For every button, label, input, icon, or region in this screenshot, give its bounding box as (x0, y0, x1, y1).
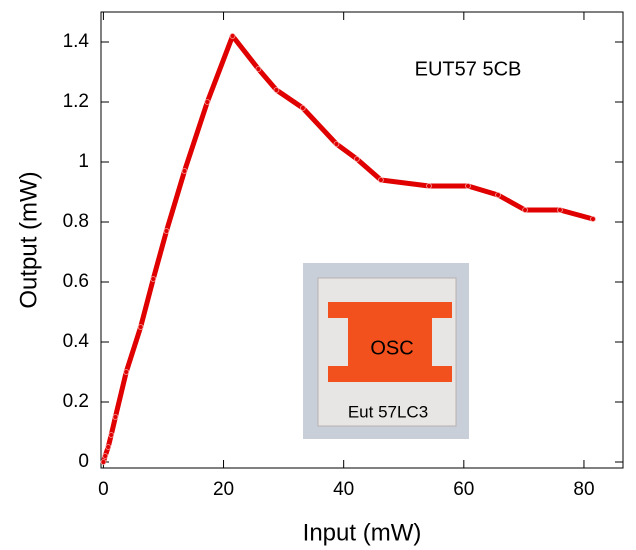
data-point (150, 276, 157, 282)
data-point (590, 216, 596, 222)
data-point (108, 432, 115, 438)
data-point (378, 177, 384, 183)
y-tick-label: 1.4 (63, 31, 90, 52)
data-point (353, 156, 360, 162)
y-tick-label: 1.2 (63, 91, 89, 112)
data-point (137, 324, 144, 330)
y-tick-label: 0.2 (63, 391, 89, 412)
photo-text: Eut 57LC3 (348, 402, 428, 421)
y-axis-label: Output (mW) (15, 171, 42, 308)
x-tick-label: 60 (453, 479, 474, 500)
data-point (112, 414, 119, 420)
photo-text: OSC (370, 337, 413, 359)
data-point (333, 141, 340, 147)
data-point (557, 207, 563, 213)
data-point (100, 459, 107, 465)
data-point (522, 207, 528, 213)
y-tick-label: 1 (78, 151, 89, 172)
data-point (495, 192, 501, 198)
data-point (255, 66, 262, 72)
data-point (465, 183, 471, 189)
y-tick-label: 0.6 (63, 271, 89, 292)
data-point (273, 87, 280, 93)
data-point (163, 228, 170, 234)
data-point (181, 168, 188, 174)
annotation: EUT57 5CB (415, 58, 522, 80)
x-tick-label: 40 (333, 479, 354, 500)
x-axis-label: Input (mW) (303, 519, 422, 546)
data-point (426, 183, 432, 189)
inset-photo: OSC Eut 57LC3 (303, 263, 469, 439)
photo-cell (328, 302, 452, 382)
data-point (204, 99, 211, 105)
data-point (123, 369, 130, 375)
x-tick-label: 20 (213, 479, 234, 500)
x-tick-label: 0 (98, 479, 109, 500)
data-point (299, 105, 306, 111)
data-point (105, 444, 112, 450)
x-tick-label: 80 (573, 479, 594, 500)
plot-frame (100, 11, 624, 469)
data-line (100, 33, 596, 465)
y-tick-label: 0.8 (63, 211, 89, 232)
data-point (102, 453, 109, 459)
y-tick-label: 0 (78, 451, 89, 472)
y-tick-label: 0.4 (63, 331, 90, 352)
data-point (229, 33, 236, 39)
